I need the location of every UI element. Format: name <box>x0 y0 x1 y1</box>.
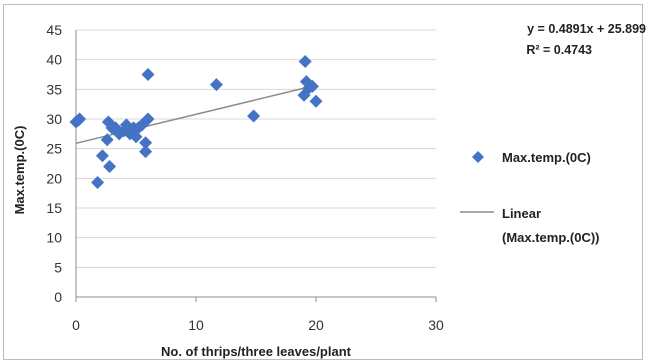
data-point <box>209 78 223 92</box>
data-point <box>139 136 153 150</box>
y-tick-label: 0 <box>54 289 62 305</box>
data-point <box>71 113 85 127</box>
y-tick-label: 10 <box>46 230 62 246</box>
data-point <box>139 145 153 159</box>
data-point <box>95 149 109 163</box>
data-points <box>69 54 323 189</box>
axes <box>75 30 437 302</box>
chart-frame <box>3 4 643 360</box>
x-tick-labels: 0 10 20 30 <box>72 317 444 333</box>
x-tick-label: 20 <box>308 317 324 333</box>
y-tick-label: 20 <box>46 170 62 186</box>
y-tick-label: 15 <box>46 200 62 216</box>
legend: Max.temp.(0C) Linear (Max.temp.(0C)) <box>460 150 600 245</box>
y-tick-label: 35 <box>46 81 62 97</box>
x-axis-title: No. of thrips/three leaves/plant <box>161 344 352 359</box>
legend-trendline-label-2: (Max.temp.(0C)) <box>502 230 600 245</box>
x-tick-label: 0 <box>72 317 80 333</box>
y-tick-label: 45 <box>46 22 62 38</box>
data-point <box>100 133 114 147</box>
data-point <box>305 79 319 93</box>
data-point <box>309 94 323 108</box>
data-point <box>112 127 126 141</box>
trendline-r-squared: R² = 0.4743 <box>526 43 592 57</box>
data-point <box>247 109 261 123</box>
data-point <box>91 175 105 189</box>
y-tick-label: 30 <box>46 111 62 127</box>
data-point <box>141 112 155 126</box>
legend-series-label: Max.temp.(0C) <box>502 150 591 165</box>
linear-trendline <box>75 86 311 145</box>
legend-trendline-label-1: Linear <box>502 206 541 221</box>
legend-diamond-marker <box>472 151 484 163</box>
y-tick-label: 25 <box>46 141 62 157</box>
x-tick-label: 10 <box>188 317 204 333</box>
data-point <box>103 159 117 173</box>
data-point <box>129 130 143 144</box>
y-tick-label: 40 <box>46 52 62 68</box>
trendline-layer <box>75 86 311 145</box>
y-tick-labels: 0 5 10 15 20 25 30 35 40 45 <box>46 22 62 305</box>
gridlines <box>76 29 436 268</box>
y-tick-label: 5 <box>54 259 62 275</box>
data-point <box>141 68 155 81</box>
y-axis-title: Max.temp.(0C) <box>12 126 27 215</box>
trendline-equation: y = 0.4891x + 25.899 <box>527 22 646 36</box>
data-point <box>298 54 312 68</box>
x-tick-label: 30 <box>428 317 444 333</box>
